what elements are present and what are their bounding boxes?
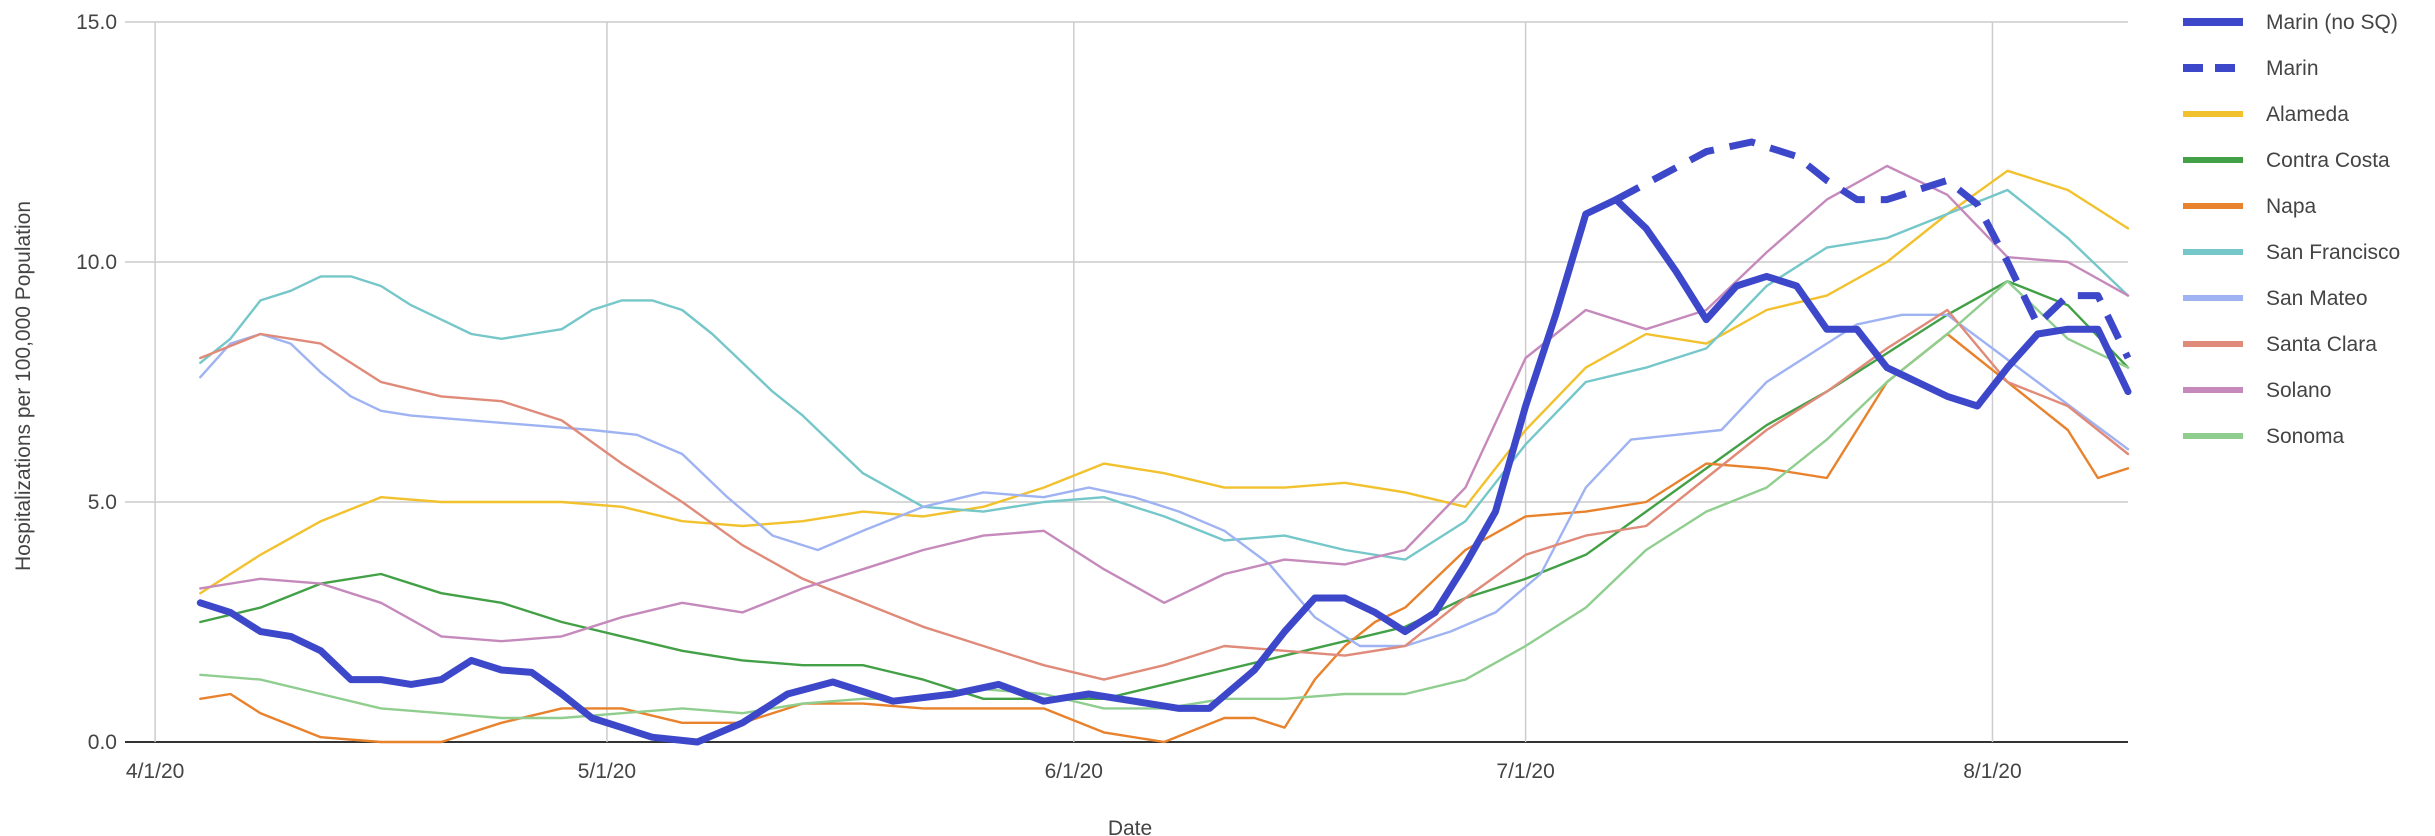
legend[interactable]: Marin (no SQ) Marin Alameda Contra Costa Nap… bbox=[2183, 11, 2400, 448]
x-axis-title: Date bbox=[1108, 817, 1152, 836]
series-line-contra-costa bbox=[199, 280, 2130, 700]
series-line-sonoma bbox=[199, 280, 2130, 720]
series-line-san-francisco bbox=[199, 188, 2130, 561]
legend-label: Solano bbox=[2266, 379, 2331, 402]
series-lines bbox=[196, 138, 2132, 746]
legend-item[interactable]: San Mateo bbox=[2183, 287, 2368, 310]
legend-item[interactable]: Santa Clara bbox=[2183, 333, 2377, 356]
y-tick-label: 5.0 bbox=[88, 491, 117, 514]
gridlines bbox=[125, 21, 2128, 743]
legend-item[interactable]: Napa bbox=[2183, 195, 2317, 218]
x-tick-label: 5/1/20 bbox=[578, 760, 636, 783]
x-tick-labels: 4/1/20 5/1/20 6/1/20 7/1/20 8/1/20 bbox=[126, 760, 2022, 783]
series-line-marin-no-sq bbox=[196, 196, 2132, 746]
x-tick-label: 6/1/20 bbox=[1045, 760, 1103, 783]
legend-label: Marin bbox=[2266, 57, 2319, 80]
legend-label: San Mateo bbox=[2266, 287, 2368, 310]
y-axis-title: Hospitalizations per 100,000 Population bbox=[12, 201, 35, 571]
legend-label: Sonoma bbox=[2266, 425, 2345, 448]
series-line-napa bbox=[199, 332, 2130, 744]
series-line-solano bbox=[199, 164, 2130, 643]
legend-item[interactable]: Alameda bbox=[2183, 103, 2349, 126]
legend-label: Contra Costa bbox=[2266, 149, 2390, 172]
legend-item[interactable]: Sonoma bbox=[2183, 425, 2345, 448]
series-line-marin bbox=[1614, 138, 2132, 360]
y-tick-label: 10.0 bbox=[76, 251, 117, 274]
legend-label: Napa bbox=[2266, 195, 2317, 218]
series-line-san-mateo bbox=[199, 313, 2130, 648]
y-tick-label: 0.0 bbox=[88, 731, 117, 754]
legend-item[interactable]: Contra Costa bbox=[2183, 149, 2390, 172]
legend-label: Marin (no SQ) bbox=[2266, 11, 2398, 34]
series-line-santa-clara bbox=[199, 308, 2130, 681]
legend-item[interactable]: Marin (no SQ) bbox=[2183, 11, 2398, 34]
y-tick-label: 15.0 bbox=[76, 11, 117, 34]
legend-label: Alameda bbox=[2266, 103, 2349, 126]
legend-item[interactable]: Marin bbox=[2183, 57, 2319, 80]
legend-item[interactable]: San Francisco bbox=[2183, 241, 2400, 264]
y-tick-labels: 0.0 5.0 10.0 15.0 bbox=[76, 11, 117, 754]
legend-label: San Francisco bbox=[2266, 241, 2400, 264]
x-tick-label: 8/1/20 bbox=[1963, 760, 2021, 783]
legend-item[interactable]: Solano bbox=[2183, 379, 2331, 402]
x-tick-label: 7/1/20 bbox=[1496, 760, 1554, 783]
legend-label: Santa Clara bbox=[2266, 333, 2377, 356]
x-tick-label: 4/1/20 bbox=[126, 760, 184, 783]
